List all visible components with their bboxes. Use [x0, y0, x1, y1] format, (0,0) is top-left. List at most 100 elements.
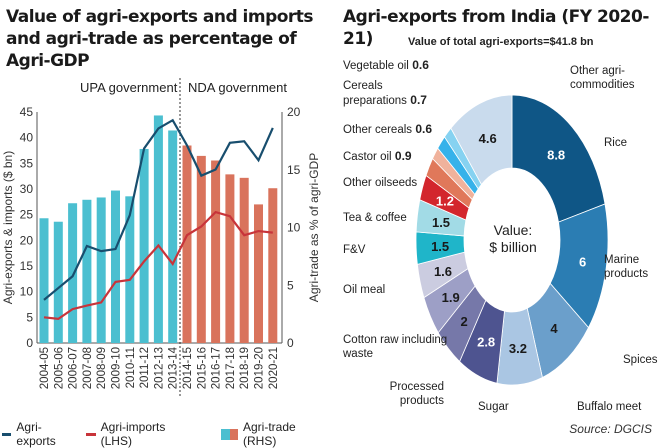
trade-bar [111, 191, 120, 343]
trade-bar [168, 130, 177, 343]
slice-label: Marine products [604, 253, 659, 281]
x-tick-label: 2008-09 [96, 347, 108, 389]
slice-label: Tea & coffee [343, 211, 407, 225]
y-tick-label: 25 [20, 208, 34, 222]
y-tick-label: 10 [20, 285, 34, 299]
donut-center-label: Value: $ billion [488, 222, 538, 256]
legend-swatch-trade-upa [221, 429, 229, 440]
trade-bar [68, 203, 77, 343]
x-tick-label: 2018-19 [239, 347, 251, 389]
slice-label: Other cereals 0.6 [343, 122, 432, 137]
y2-tick-label: 5 [287, 278, 294, 292]
trade-bar [154, 115, 163, 343]
slice-label: F&V [343, 243, 365, 257]
x-tick-label: 2020-21 [268, 347, 280, 389]
slice-label-text: Vegetable oil [343, 60, 409, 72]
slice-value: 4 [550, 321, 558, 336]
legend-swatch-imports [86, 433, 95, 436]
slice-value: 8.8 [547, 147, 565, 162]
trade-bar [254, 204, 263, 343]
slice-label: Other oilseeds [343, 176, 417, 190]
trade-bar [97, 197, 106, 343]
y-tick-label: 15 [20, 259, 34, 273]
y2-axis-label: Agri-trade as % of agri-GDP [307, 153, 321, 302]
slice-value: 1.6 [434, 264, 452, 279]
slice-label-text: Marine products [604, 254, 648, 280]
y-axis-label: Agri-exports & imports ($ bn) [1, 151, 15, 304]
x-tick-label: 2016-17 [211, 347, 223, 389]
x-tick-label: 2004-05 [39, 347, 51, 389]
slice-label-text: Sugar [478, 401, 509, 413]
center-line-1: Value: [488, 222, 538, 239]
x-tick-label: 2015-16 [196, 347, 208, 389]
x-tick-label: 2012-13 [153, 347, 165, 389]
slice-label: Vegetable oil 0.6 [343, 58, 429, 73]
legend: Agri-exports Agri-imports (LHS) Agri-tra… [2, 420, 327, 448]
x-tick-label: 2019-20 [254, 347, 266, 389]
slice-label: Rice [604, 136, 627, 150]
x-tick-label: 2013-14 [168, 346, 180, 389]
slice-label-text: Cotton raw including waste [343, 334, 447, 360]
slice-label: Buffalo meet [577, 400, 641, 414]
slice-label-text: Rice [604, 137, 627, 149]
slice-value: 3.2 [509, 341, 527, 356]
slice-value: 1.5 [431, 239, 449, 254]
trade-bar [40, 218, 49, 343]
slice-label: Castor oil 0.9 [343, 149, 412, 164]
y-tick-label: 40 [20, 131, 34, 145]
x-tick-label: 2005-06 [53, 347, 65, 389]
trade-bar [140, 149, 149, 343]
slice-label-text: Tea & coffee [343, 212, 407, 224]
trade-bar [82, 200, 91, 343]
legend-exports: Agri-exports [16, 420, 77, 448]
legend-imports: Agri-imports (LHS) [101, 420, 194, 448]
slice-label: Spices [623, 353, 658, 367]
slice-label-text: Buffalo meet [577, 401, 641, 413]
slice-label: Cotton raw including waste [343, 333, 453, 361]
trade-bar [211, 161, 220, 343]
slice-value: 6 [579, 254, 586, 269]
x-tick-label: 2014-15 [182, 347, 194, 389]
slice-label-text: Processed products [390, 381, 444, 407]
slice-label-text: Oil meal [343, 284, 385, 296]
y2-tick-label: 15 [287, 163, 301, 177]
slice-label-value: 0.6 [409, 58, 429, 72]
source-note: Source: DGCIS [569, 422, 652, 436]
y-tick-label: 45 [20, 105, 34, 119]
y-tick-label: 30 [20, 182, 34, 196]
slice-label-text: Other cereals [343, 124, 412, 136]
legend-swatch-trade-nda [230, 429, 238, 440]
slice-label: Other agri-commodities [570, 64, 645, 92]
trade-bar [240, 178, 249, 343]
slice-label-text: Spices [623, 354, 658, 366]
slice-label-text: Other oilseeds [343, 177, 417, 189]
x-tick-label: 2010-11 [125, 347, 137, 388]
y2-tick-label: 0 [287, 336, 294, 350]
slice-label-text: F&V [343, 244, 365, 256]
slice-value: 2.8 [477, 334, 495, 349]
slice-label-text: Castor oil [343, 151, 392, 163]
slice-label: Oil meal [343, 283, 385, 297]
trade-bar [125, 196, 134, 343]
x-tick-label: 2011-12 [139, 347, 151, 388]
trade-bar [268, 188, 277, 343]
slice-label-text: Cereals preparations [343, 80, 407, 107]
x-tick-label: 2006-07 [68, 347, 80, 389]
y2-tick-label: 10 [287, 221, 301, 235]
center-line-2: $ billion [488, 239, 538, 256]
slice-value: 1.9 [442, 290, 460, 305]
y-tick-label: 35 [20, 156, 34, 170]
x-tick-label: 2007-08 [82, 347, 94, 389]
y-tick-label: 5 [26, 310, 33, 324]
trade-bar [54, 222, 63, 343]
slice-value: 1.2 [436, 194, 454, 209]
trade-bar [183, 145, 192, 343]
slice-label: Cereals preparations 0.7 [343, 79, 433, 108]
trade-bar [225, 174, 234, 343]
y2-tick-label: 20 [287, 105, 301, 119]
y-tick-label: 0 [26, 336, 33, 350]
x-tick-label: 2017-18 [225, 347, 237, 389]
slice-label-value: 0.7 [407, 93, 427, 107]
slice-label-text: Other agri-commodities [570, 65, 635, 91]
